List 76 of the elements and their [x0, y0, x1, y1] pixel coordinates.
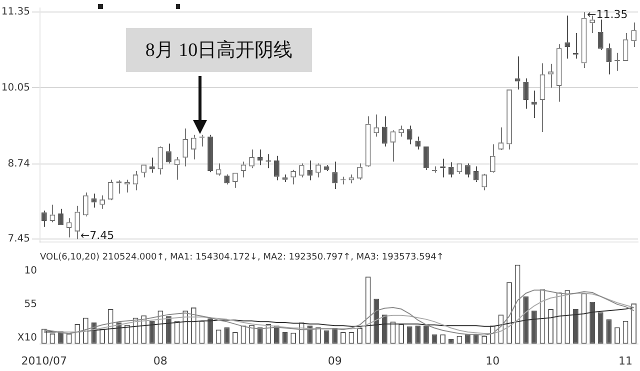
candlestick — [357, 162, 362, 180]
chart-title: VOL(6,10,20) 210524.000↑, MA1: 154304.172↓, MA2: 192350.797↑, MA3: 193573.594↑ — [40, 252, 444, 263]
x-tick-label: 11 — [618, 354, 633, 368]
bar — [307, 326, 313, 344]
bar — [424, 326, 429, 344]
candlestick — [274, 155, 280, 181]
annotation: ←7.45 — [80, 228, 114, 242]
candlestick — [298, 162, 304, 178]
candlestick — [348, 174, 354, 184]
bar — [257, 327, 263, 344]
candlestick — [523, 78, 529, 110]
text: 10 — [24, 265, 37, 276]
candlestick — [465, 162, 470, 178]
bar — [208, 318, 213, 344]
candlestick — [158, 147, 164, 175]
candlestick — [473, 166, 479, 183]
candlestick — [365, 116, 371, 166]
annotation: ←11.35 — [587, 8, 628, 21]
candlestick — [166, 143, 172, 164]
candlestick — [74, 205, 80, 240]
bar — [332, 328, 338, 344]
candlestick — [324, 164, 330, 172]
candlestick — [415, 136, 421, 150]
bar — [573, 309, 578, 344]
bar — [274, 326, 280, 344]
y-tick-label: 8.74 — [8, 158, 30, 170]
candlestick — [224, 174, 230, 185]
candlestick — [249, 148, 254, 169]
candlestick — [548, 63, 554, 88]
candlestick — [424, 146, 429, 170]
bar — [406, 326, 412, 344]
candlestick — [631, 22, 637, 48]
bar — [531, 310, 537, 344]
candlestick — [82, 192, 88, 217]
text: 55 — [24, 298, 37, 310]
bar — [523, 296, 529, 344]
y-tick-label: 7.45 — [8, 234, 30, 245]
candlestick — [257, 148, 263, 166]
candlestick — [606, 43, 612, 75]
candlestick — [506, 89, 512, 150]
candlestick — [124, 179, 130, 194]
bar — [374, 298, 380, 344]
x-tick-label: 09 — [328, 354, 342, 368]
candlestick — [531, 90, 537, 119]
candlestick — [382, 116, 388, 148]
candlestick — [598, 19, 604, 50]
bar — [415, 326, 421, 344]
candlestick — [556, 44, 562, 102]
candlestick — [564, 15, 570, 60]
bar — [590, 302, 596, 344]
bar — [224, 327, 230, 344]
y-tick-label: 11.35 — [1, 6, 30, 18]
candlestick — [406, 125, 412, 145]
bar — [166, 316, 172, 344]
candlestick — [58, 208, 64, 226]
candlestick — [182, 128, 188, 167]
candlestick — [190, 134, 196, 160]
bar — [606, 319, 612, 344]
candlestick — [514, 56, 520, 90]
x-tick-label: 08 — [153, 354, 168, 368]
bar — [598, 312, 604, 344]
x-tick-label: 10 — [486, 354, 500, 368]
candlestick — [132, 170, 138, 191]
candlestick — [332, 161, 338, 190]
candlestick — [490, 144, 496, 172]
bar — [465, 334, 470, 344]
candlestick — [307, 160, 313, 181]
bar — [282, 332, 288, 344]
bar — [382, 314, 388, 344]
y-tick-label: 10.05 — [1, 82, 30, 94]
bar — [149, 320, 155, 344]
candlestick — [232, 172, 238, 188]
x-tick-label: 2010/07 — [21, 354, 68, 368]
annotation: 8月 10日高开阴线 — [126, 28, 312, 72]
candlestick — [108, 179, 114, 200]
text: X10 — [17, 332, 37, 344]
